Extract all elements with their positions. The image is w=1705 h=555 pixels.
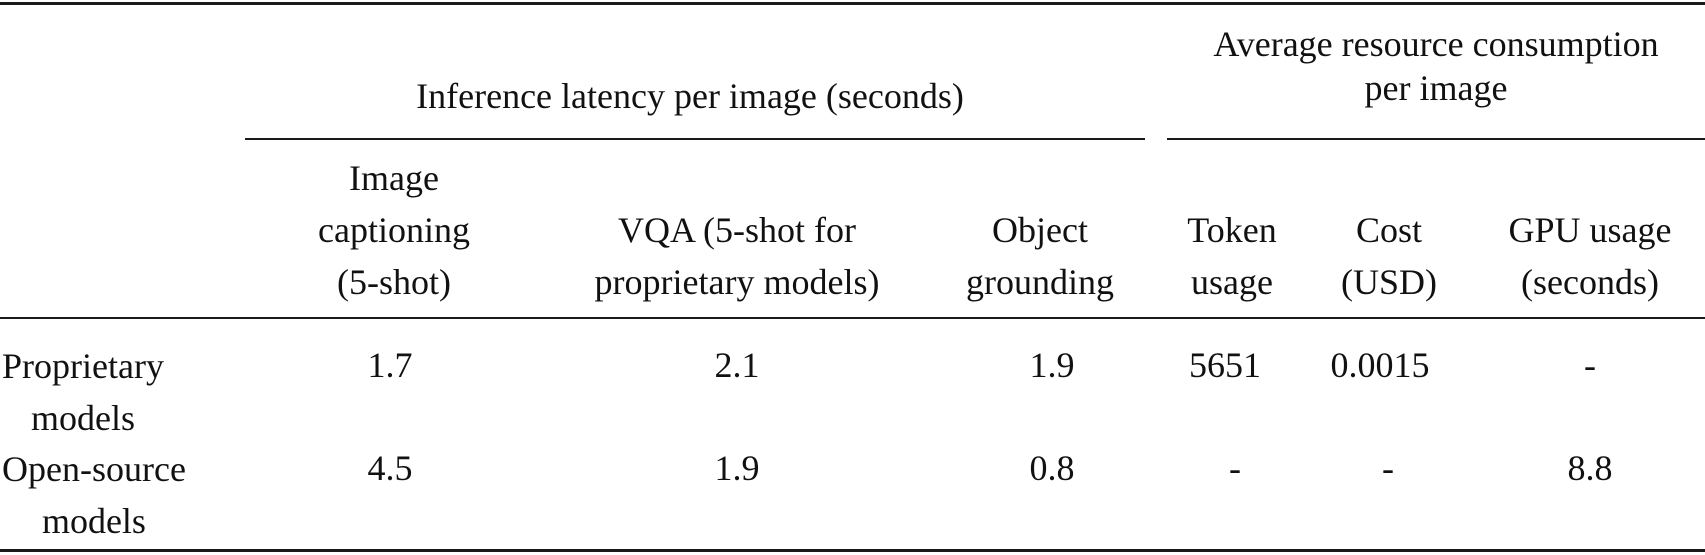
- col-header-object-grounding: Object grounding: [966, 210, 1114, 302]
- bottom-rule: [0, 549, 1705, 552]
- cell-open-source-cost: -: [1382, 448, 1394, 488]
- top-rule: [0, 2, 1705, 5]
- cell-proprietary-cost: 0.0015: [1330, 345, 1430, 385]
- col-header-cost: Cost (USD): [1341, 210, 1437, 302]
- cell-open-source-image-captioning: 4.5: [367, 448, 413, 488]
- cell-open-source-vqa: 1.9: [714, 448, 760, 488]
- resource-group-label-line1: Average resource consumption: [1213, 24, 1659, 64]
- latency-group-rule: [245, 138, 1145, 140]
- resource-group-rule: [1167, 138, 1705, 140]
- col-header-token-usage: Token usage: [1187, 210, 1277, 302]
- cell-open-source-gpu-usage: 8.8: [1567, 448, 1613, 488]
- latency-group-header: Inference latency per image (seconds): [416, 70, 964, 122]
- latency-group-label: Inference latency per image (seconds): [416, 76, 964, 116]
- cell-proprietary-vqa: 2.1: [714, 345, 760, 385]
- resource-group-header: Average resource consumption per image: [1213, 22, 1658, 110]
- cell-proprietary-gpu-usage: -: [1584, 345, 1596, 385]
- cell-proprietary-object-grounding: 1.9: [1029, 345, 1075, 385]
- col-header-vqa: VQA (5-shot for proprietary models): [594, 210, 880, 302]
- col-header-image-captioning: Image captioning (5-shot): [318, 158, 470, 302]
- cell-open-source-token-usage: -: [1229, 448, 1241, 488]
- cell-proprietary-token-usage: 5651: [1189, 345, 1261, 385]
- header-bottom-rule: [0, 317, 1705, 319]
- resource-group-label-line2: per image: [1364, 68, 1508, 108]
- row-label-open-source: Open-source models: [2, 449, 186, 541]
- cell-proprietary-image-captioning: 1.7: [367, 345, 413, 385]
- row-label-proprietary: Proprietary models: [2, 346, 164, 438]
- cell-open-source-object-grounding: 0.8: [1029, 448, 1075, 488]
- col-header-gpu-usage: GPU usage (seconds): [1508, 210, 1672, 302]
